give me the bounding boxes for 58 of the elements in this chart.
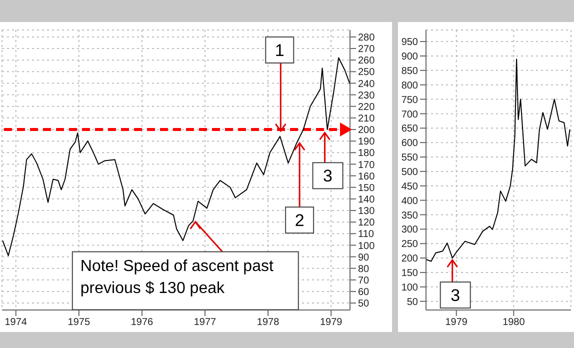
y-tick-label: 60	[358, 287, 370, 298]
y-tick-label: 100	[401, 282, 418, 294]
y-tick-label: 900	[401, 52, 418, 63]
line-series	[2, 57, 350, 256]
y-tick-label: 200	[401, 254, 418, 265]
y-tick-label: 600	[401, 138, 418, 150]
y-tick-label: 140	[358, 194, 376, 206]
x-tick-label: 1974	[4, 317, 28, 328]
x-tick-label: 1979	[320, 317, 343, 328]
y-tick-label: 270	[358, 44, 376, 56]
y-tick-label: 260	[358, 56, 376, 67]
y-tick-label: 300	[401, 224, 418, 236]
y-tick-label: 230	[358, 90, 376, 102]
x-tick-label: 1977	[194, 317, 217, 328]
y-tick-label: 250	[358, 67, 376, 78]
y-tick-label: 280	[358, 32, 376, 44]
y-tick-label: 210	[358, 113, 376, 124]
y-tick-label: 80	[358, 264, 370, 275]
y-tick-label: 170	[358, 160, 376, 171]
x-tick-label: 1975	[68, 317, 90, 328]
annotation: 3	[323, 166, 333, 186]
annotation: 1	[274, 40, 284, 60]
y-tick-label: 850	[401, 66, 418, 77]
y-tick-label: 350	[401, 210, 418, 222]
x-tick-label: 1979	[445, 317, 468, 328]
x-tick-label: 1978	[256, 317, 280, 328]
y-tick-label: 180	[358, 148, 376, 160]
annotation: 2	[294, 211, 304, 230]
x-tick-label: 1976	[130, 317, 154, 328]
y-tick-label: 500	[401, 166, 418, 178]
y-tick-label: 150	[401, 268, 418, 280]
y-tick-label: 550	[401, 152, 418, 164]
y-tick-label: 150	[358, 182, 376, 194]
y-tick-label: 200	[358, 125, 376, 136]
y-tick-label: 950	[401, 37, 418, 48]
line-series	[426, 58, 570, 262]
x-tick-label: 1980	[502, 317, 526, 328]
y-tick-label: 50	[358, 298, 370, 310]
y-tick-label: 220	[358, 102, 376, 113]
y-tick-label: 50	[406, 296, 418, 308]
y-tick-label: 750	[401, 94, 418, 106]
y-tick-label: 190	[358, 136, 376, 148]
y-tick-label: 90	[358, 252, 370, 264]
y-tick-label: 250	[401, 239, 418, 250]
y-tick-label: 700	[401, 109, 418, 120]
y-tick-label: 450	[401, 181, 418, 192]
y-tick-label: 130	[358, 206, 376, 218]
y-tick-label: 400	[401, 196, 418, 207]
y-tick-label: 650	[401, 124, 418, 135]
y-tick-label: 110	[358, 229, 374, 240]
y-tick-label: 160	[358, 171, 376, 182]
y-tick-label: 800	[401, 80, 418, 92]
y-tick-label: 120	[358, 218, 376, 229]
y-tick-label: 100	[358, 240, 376, 252]
annotation: 3	[450, 286, 460, 306]
y-tick-label: 240	[358, 78, 376, 90]
y-tick-label: 70	[358, 275, 370, 286]
annotation: Note! Speed of ascent past previous $ 130 peak	[80, 256, 274, 299]
